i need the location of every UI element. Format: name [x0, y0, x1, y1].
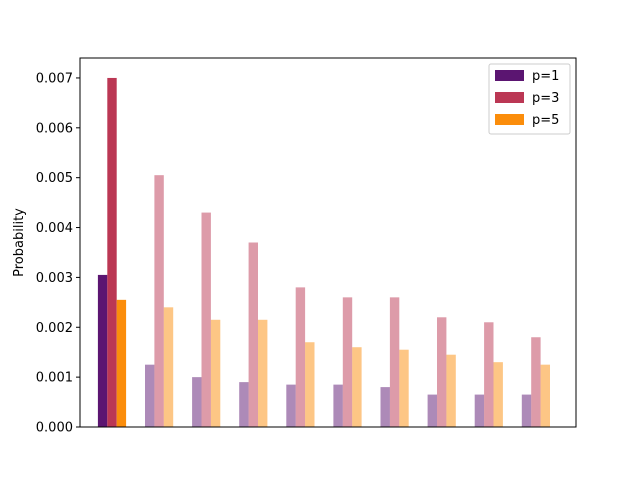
- bar-p1-6: [333, 384, 343, 427]
- bar-p5-5: [305, 342, 315, 427]
- bar-p3-6: [342, 297, 353, 427]
- bar-p3-4: [248, 242, 258, 427]
- bar-p1-1: [97, 274, 108, 427]
- bar-p1-3: [192, 377, 202, 427]
- bar-p3-8: [437, 317, 447, 427]
- bar-p3-5: [295, 287, 306, 427]
- bar-p3-10: [531, 337, 541, 427]
- y-tick-label: 0.004: [36, 221, 73, 236]
- legend: p=1 p=3 p=5: [488, 63, 571, 135]
- bar-p5-10: [540, 364, 550, 427]
- bar-p1-7: [380, 387, 390, 427]
- legend-label: p=5: [532, 113, 559, 128]
- y-tick-label: 0.001: [36, 371, 73, 386]
- y-tick-label: 0.005: [36, 171, 73, 186]
- bar-p1-5: [286, 384, 296, 427]
- bar-p5-3: [210, 319, 221, 427]
- legend-label: p=1: [532, 69, 559, 84]
- legend-swatch: [495, 92, 524, 103]
- bar-p1-4: [239, 382, 249, 427]
- y-axis-label: Probability: [12, 208, 27, 277]
- bar-p5-8: [446, 354, 456, 427]
- legend-label: p=3: [532, 91, 559, 106]
- bar-p5-2: [163, 307, 174, 427]
- bar-p5-6: [352, 347, 362, 427]
- bar-p3-3: [201, 212, 211, 427]
- legend-swatch: [495, 114, 524, 125]
- bar-p1-10: [521, 394, 532, 427]
- y-tick-label: 0.002: [36, 321, 73, 336]
- bar-p1-8: [427, 394, 437, 427]
- axes-frame: [79, 57, 577, 428]
- bars-layer: [97, 77, 550, 427]
- bar-p5-1: [116, 299, 127, 427]
- bar-p3-9: [484, 322, 494, 427]
- y-tick-label: 0.007: [36, 71, 73, 86]
- bar-p5-7: [399, 349, 409, 427]
- bar-p3-7: [389, 297, 400, 427]
- y-tick-label: 0.006: [36, 121, 73, 136]
- legend-swatch: [495, 70, 524, 81]
- bar-p1-2: [145, 364, 155, 427]
- y-tick-label: 0.000: [36, 421, 73, 436]
- y-tick-label: 0.003: [36, 271, 73, 286]
- bar-p5-4: [258, 319, 268, 427]
- bar-p3-1: [107, 77, 117, 427]
- y-axis: 0.000 0.001 0.002 0.003 0.004 0.005 0.006 0.007: [36, 71, 80, 436]
- bar-p3-2: [154, 175, 164, 427]
- bar-p1-9: [474, 394, 485, 427]
- bar-p5-9: [493, 362, 503, 427]
